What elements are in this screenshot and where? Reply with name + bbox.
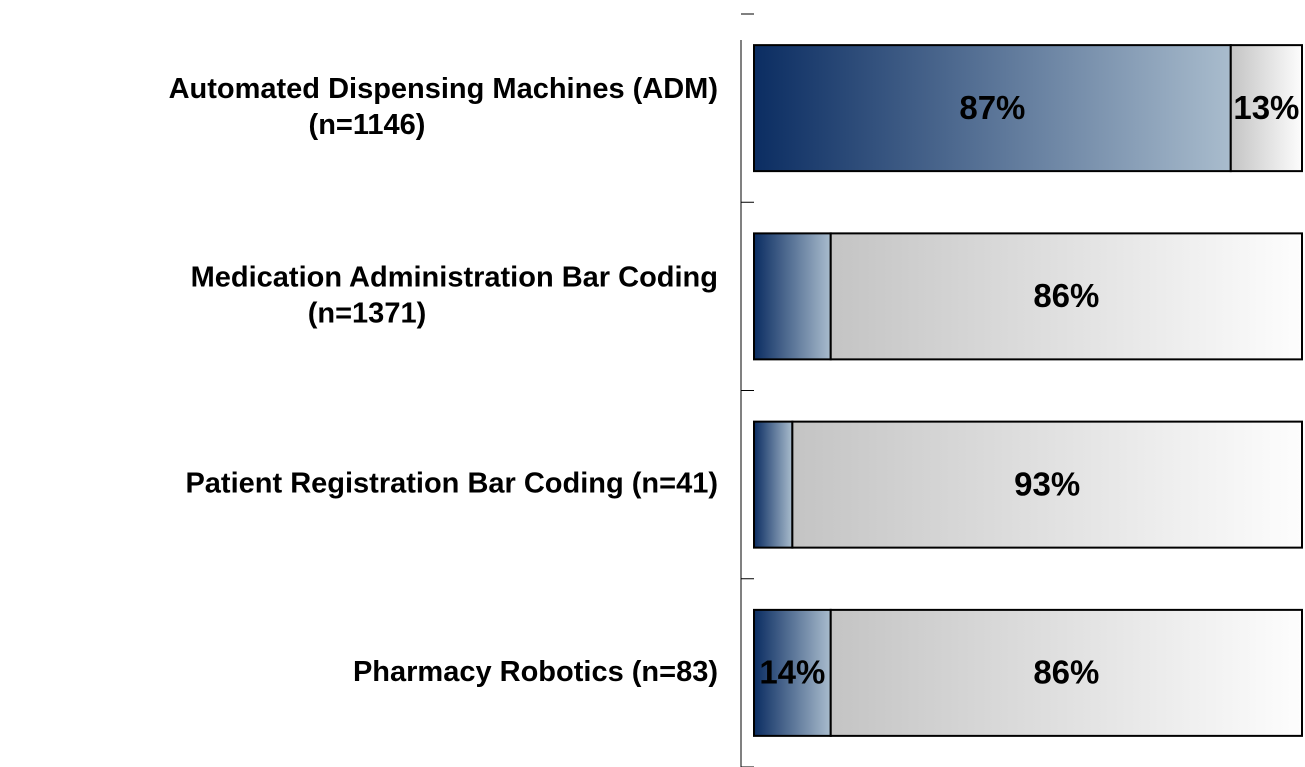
category-label: Pharmacy Robotics (n=83) xyxy=(353,656,718,688)
category-label: Patient Registration Bar Coding (n=41) xyxy=(185,467,718,499)
bar-segment xyxy=(753,608,832,737)
data-label: 14% xyxy=(759,654,825,691)
bar-segment xyxy=(829,232,1303,361)
data-label: 86% xyxy=(1033,654,1099,691)
bar-segment xyxy=(753,44,1232,173)
category-label: Medication Administration Bar Coding (n=1… xyxy=(191,261,718,329)
bar-segment xyxy=(753,232,832,361)
category-label-line: (n=1146) xyxy=(309,109,426,141)
category-label-line: Pharmacy Robotics (n=83) xyxy=(353,656,718,688)
data-label: 86% xyxy=(1033,277,1099,314)
bar-segment xyxy=(791,420,1303,549)
data-label: 87% xyxy=(959,89,1025,126)
category-label-line: Automated Dispensing Machines (ADM) xyxy=(169,73,718,105)
data-label: 13% xyxy=(1233,89,1299,126)
category-label-line: (n=1371) xyxy=(308,297,426,329)
category-label-line: Patient Registration Bar Coding (n=41) xyxy=(185,467,718,499)
data-label: 93% xyxy=(1014,465,1080,502)
category-label: Automated Dispensing Machines (ADM) (n=11… xyxy=(169,73,718,141)
category-label-line: Medication Administration Bar Coding xyxy=(191,261,718,293)
bar-segment xyxy=(753,420,794,549)
bar-segment xyxy=(829,608,1303,737)
bar-segment xyxy=(1229,44,1304,173)
